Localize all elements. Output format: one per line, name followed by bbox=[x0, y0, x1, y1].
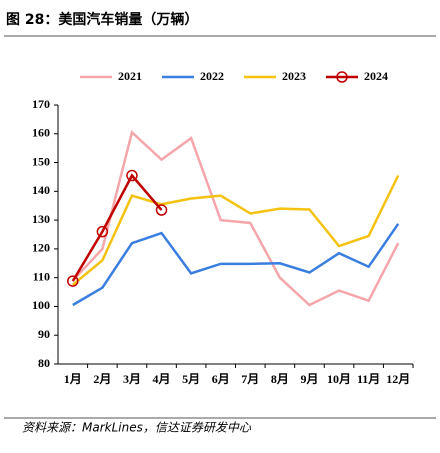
x-tick-label: 5月 bbox=[182, 372, 200, 386]
x-tick-label: 8月 bbox=[271, 372, 289, 386]
source-note: 资料来源：MarkLines，信达证券研发中心 bbox=[22, 421, 252, 435]
y-tick-label: 100 bbox=[32, 298, 50, 312]
legend-label: 2022 bbox=[200, 69, 224, 83]
y-tick-label: 90 bbox=[38, 327, 50, 341]
series-line bbox=[71, 129, 400, 307]
y-tick-label: 160 bbox=[32, 126, 50, 140]
x-tick-label: 9月 bbox=[300, 372, 318, 386]
x-tick-label: 3月 bbox=[123, 372, 141, 386]
series-line bbox=[71, 173, 163, 282]
chart-title: 图 28：美国汽车销量（万辆） bbox=[6, 11, 198, 28]
point-marker bbox=[67, 275, 79, 287]
x-tick-label: 2月 bbox=[93, 372, 111, 386]
y-tick-label: 130 bbox=[32, 212, 50, 226]
x-tick-label: 7月 bbox=[241, 372, 259, 386]
series-line bbox=[71, 174, 400, 286]
legend-label: 2021 bbox=[118, 69, 142, 83]
y-tick-label: 80 bbox=[38, 356, 50, 370]
series-line bbox=[72, 223, 400, 307]
y-tick-label: 120 bbox=[32, 241, 50, 255]
x-tick-label: 12月 bbox=[386, 372, 410, 386]
x-tick-label: 11月 bbox=[357, 372, 380, 386]
legend-label: 2024 bbox=[364, 69, 388, 83]
y-tick-label: 170 bbox=[32, 97, 50, 111]
x-tick-label: 10月 bbox=[327, 372, 351, 386]
x-tick-label: 4月 bbox=[153, 372, 171, 386]
point-marker bbox=[155, 204, 168, 216]
legend-label: 2023 bbox=[282, 69, 306, 83]
y-tick-label: 140 bbox=[32, 183, 50, 197]
x-tick-label: 6月 bbox=[212, 372, 230, 386]
legend-marker bbox=[336, 71, 348, 83]
y-tick-label: 110 bbox=[33, 269, 50, 283]
x-tick-label: 1月 bbox=[64, 372, 82, 386]
point-marker bbox=[96, 225, 109, 238]
y-tick-label: 150 bbox=[32, 154, 50, 168]
point-marker bbox=[126, 169, 138, 182]
